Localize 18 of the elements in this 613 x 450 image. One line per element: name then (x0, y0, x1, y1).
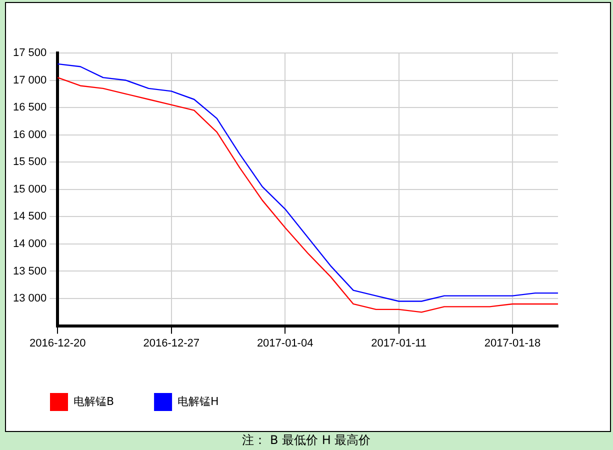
y-tick-label: 13 000 (12, 292, 47, 305)
x-tick-label: 2016-12-27 (143, 337, 200, 350)
y-tick-label: 17 000 (12, 74, 47, 86)
x-tick-label: 2017-01-04 (256, 337, 314, 350)
x-tick-label: 2017-01-11 (371, 337, 427, 350)
y-tick-label: 16 000 (12, 128, 47, 141)
y-tick-label: 16 500 (12, 102, 47, 114)
legend-label: 电解锰H (178, 394, 219, 408)
y-tick-label: 13 500 (12, 265, 47, 278)
y-tick-label: 17 500 (12, 47, 47, 60)
y-tick-label: 15 500 (12, 156, 47, 168)
y-tick-label: 14 000 (12, 238, 47, 250)
x-tick-label: 2016-12-20 (30, 337, 86, 350)
legend-label: 电解锰B (74, 394, 114, 408)
x-tick-label: 2017-01-18 (484, 337, 541, 350)
text: 注： B 最低价 H 最高价 (241, 432, 372, 449)
y-tick-label: 15 000 (12, 183, 47, 196)
y-tick-label: 14 500 (12, 210, 47, 223)
